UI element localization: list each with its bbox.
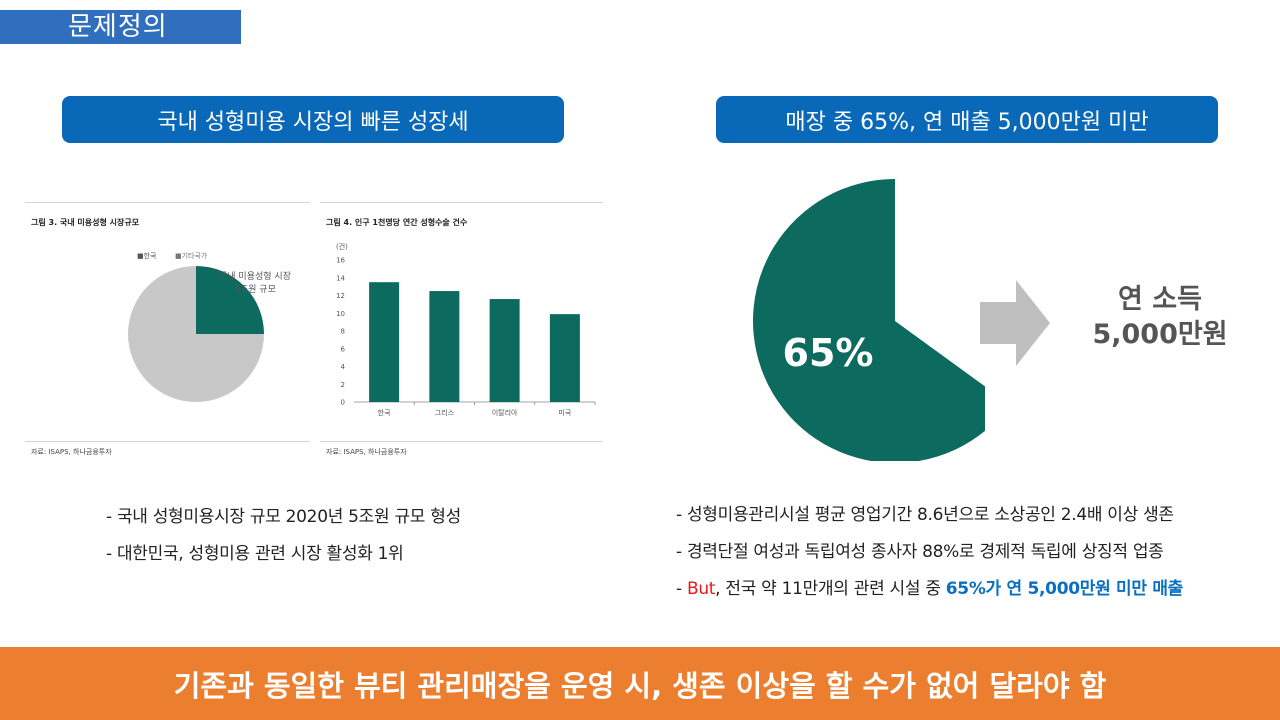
figure2-title: 그림 4. 인구 1천명당 연간 성형수술 건수 (326, 218, 468, 227)
right-bullets: - 성형미용관리시설 평균 영업기간 8.6년으로 소상공인 2.4배 이상 생… (676, 504, 1276, 615)
y-tick-label: 16 (336, 257, 345, 265)
pie-slice-others (128, 266, 264, 402)
income-label: 연 소득 (1118, 284, 1202, 315)
left-bullets: - 국내 성형미용시장 규모 2020년 5조원 규모 형성 - 대한민국, 성… (106, 506, 536, 580)
pie-annotation-line2: 5조원 규모 (234, 284, 276, 295)
y-tick-label: 8 (341, 328, 345, 336)
market-size-figure: 그림 3. 국내 미용성형 시장규모 ■한국 ■기타국가 국내 미용성형 시장 … (25, 202, 310, 456)
y-tick-label: 14 (336, 274, 345, 282)
x-tick-label: 이탈리아 (492, 408, 518, 417)
left-bullet-1: - 국내 성형미용시장 규모 2020년 5조원 규모 형성 (106, 507, 461, 527)
right-bullet-2: - 경력단절 여성과 독립여성 종사자 88%로 경제적 독립에 상징적 업종 (676, 542, 1164, 562)
but-highlight: But (686, 579, 716, 599)
legend-others: ■기타국가 (175, 251, 208, 260)
bar-0 (369, 282, 400, 402)
bar-group: 0 2 4 6 8 10 12 14 16 한국 그리스 이탈리아 미국 (336, 257, 596, 417)
y-axis-unit: (건) (336, 242, 348, 251)
figure1-source: 자료: ISAPS, 하나금융투자 (31, 448, 112, 456)
pie-percentage-label: 65% (783, 331, 874, 375)
market-size-pie-chart: ■한국 ■기타국가 국내 미용성형 시장 5조원 규모 (128, 251, 291, 402)
figure1-title: 그림 3. 국내 미용성형 시장규모 (31, 218, 140, 227)
y-tick-label: 12 (336, 292, 345, 300)
income-amount: 5,000만원 (1092, 319, 1228, 350)
y-tick-label: 0 (341, 399, 345, 407)
y-tick-label: 6 (341, 345, 346, 353)
pie-slices (128, 266, 264, 402)
right-bullet-1: - 성형미용관리시설 평균 영업기간 8.6년으로 소상공인 2.4배 이상 생… (676, 505, 1174, 525)
income-callout: 연 소득 5,000만원 (1080, 283, 1240, 353)
bullet3-dash: - (676, 579, 687, 599)
bullet3-text: , 전국 약 11만개의 관련 시설 중 (715, 579, 946, 599)
revenue-pie-slices (753, 179, 985, 461)
bar-1 (429, 291, 460, 402)
x-tick-label: 미국 (558, 408, 571, 417)
x-tick-label: 한국 (378, 409, 391, 417)
pie-slice-korea (196, 266, 264, 334)
revenue-pie-chart: 65% (753, 179, 985, 461)
bar-3 (549, 314, 580, 402)
y-tick-label: 10 (336, 310, 345, 318)
revenue-title: 매장 중 65%, 연 매출 5,000만원 미만 (716, 96, 1218, 143)
x-tick-label: 그리스 (435, 408, 455, 417)
revenue-highlight: 65%가 연 5,000만원 미만 매출 (945, 579, 1184, 599)
left-bullet-2: - 대한민국, 성형미용 관련 시장 활성화 1위 (106, 544, 404, 564)
y-tick-label: 2 (341, 381, 345, 389)
surgery-count-figure: 그림 4. 인구 1천명당 연간 성형수술 건수 (건) 0 2 4 6 8 10 12 14… (320, 202, 603, 456)
y-tick-label: 4 (341, 363, 346, 371)
surgery-bar-chart: (건) 0 2 4 6 8 10 12 14 16 한국 그리스 이탈리아 미국 (336, 242, 596, 417)
figure2-source: 자료: ISAPS, 하나금융투자 (326, 448, 407, 456)
market-growth-title: 국내 성형미용 시장의 빠른 성장세 (62, 96, 564, 143)
section-label: 문제정의 (0, 10, 241, 44)
conclusion-banner: 기존과 동일한 뷰티 관리매장을 운영 시, 생존 이상을 할 수가 없어 달라… (0, 647, 1280, 720)
pie-slice-65 (753, 179, 985, 461)
right-bullet-3: - But, 전국 약 11만개의 관련 시설 중 65%가 연 5,000만원… (676, 578, 1276, 600)
bar-2 (489, 299, 520, 402)
right-arrow-icon (980, 280, 1050, 366)
pie-annotation-line1: 국내 미용성형 시장 (219, 271, 291, 282)
legend-korea: ■한국 (137, 252, 157, 260)
